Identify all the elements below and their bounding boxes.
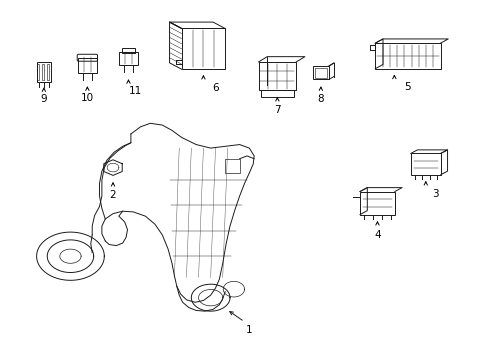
Bar xyxy=(37,64,39,80)
Text: 9: 9 xyxy=(41,94,47,104)
Text: 5: 5 xyxy=(404,82,410,92)
Bar xyxy=(42,64,44,80)
Bar xyxy=(312,66,328,79)
Bar xyxy=(78,58,97,73)
Bar xyxy=(261,90,293,97)
Text: 11: 11 xyxy=(129,86,142,96)
Bar xyxy=(410,153,440,175)
Text: 10: 10 xyxy=(81,93,94,103)
Bar xyxy=(119,53,138,65)
Bar xyxy=(359,192,394,215)
Bar xyxy=(37,62,51,82)
Bar xyxy=(258,62,296,90)
Text: 1: 1 xyxy=(245,325,252,335)
Text: 7: 7 xyxy=(273,105,280,115)
Bar xyxy=(181,28,224,69)
Text: 2: 2 xyxy=(109,190,116,200)
Text: 8: 8 xyxy=(317,94,324,104)
Bar xyxy=(47,64,48,80)
Text: 4: 4 xyxy=(373,230,380,240)
Bar xyxy=(224,159,239,173)
Text: 3: 3 xyxy=(431,189,438,199)
Bar xyxy=(314,68,326,77)
Bar xyxy=(122,48,135,53)
Text: 6: 6 xyxy=(212,82,218,93)
Bar xyxy=(374,43,440,69)
